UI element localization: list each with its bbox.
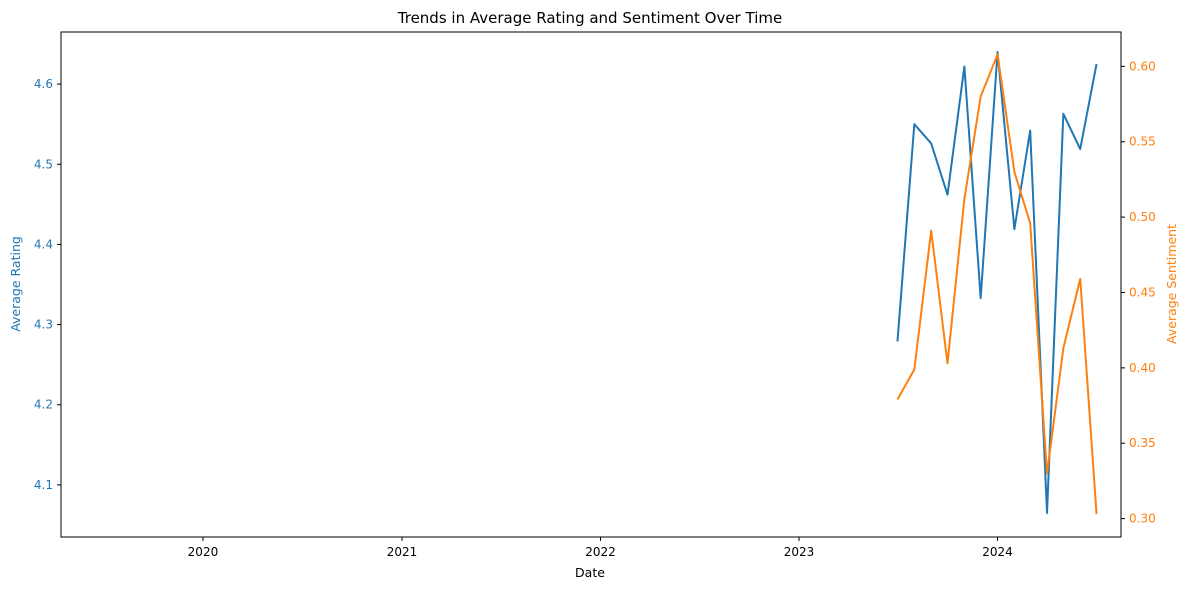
plot-frame xyxy=(60,31,1122,538)
plot-border xyxy=(60,31,1122,538)
y-axis-left-title: Average Rating xyxy=(8,236,23,332)
series-layer xyxy=(896,51,1098,515)
y-right-tick-label: 0.40 xyxy=(1129,361,1156,375)
y-left-tick-label: 4.5 xyxy=(34,157,53,171)
y-left-tick-label: 4.2 xyxy=(34,398,53,412)
y-right-tick-label: 0.60 xyxy=(1129,59,1156,73)
x-tick-label: 2020 xyxy=(188,545,219,559)
sentiment-series-line xyxy=(896,53,1098,515)
x-axis: 2020 2021 2022 2023 2024 xyxy=(188,537,1013,559)
x-axis-title: Date xyxy=(575,565,605,580)
y-axis-right-title: Average Sentiment xyxy=(1164,224,1179,344)
x-tick-label: 2023 xyxy=(784,545,815,559)
rating-series-line xyxy=(896,51,1098,514)
x-tick-label: 2024 xyxy=(982,545,1013,559)
y-right-tick-label: 0.45 xyxy=(1129,285,1156,299)
x-tick-label: 2021 xyxy=(387,545,418,559)
x-tick-label: 2022 xyxy=(585,545,616,559)
y-left-tick-label: 4.6 xyxy=(34,77,53,91)
y-right-tick-label: 0.50 xyxy=(1129,210,1156,224)
chart-title: Trends in Average Rating and Sentiment O… xyxy=(397,9,782,27)
y-left-tick-label: 4.4 xyxy=(34,237,53,251)
y-right-tick-label: 0.55 xyxy=(1129,135,1156,149)
y-left-tick-label: 4.1 xyxy=(34,478,53,492)
y-left-tick-label: 4.3 xyxy=(34,318,53,332)
y-right-tick-label: 0.35 xyxy=(1129,436,1156,450)
y-axis-right: 0.30 0.35 0.40 0.45 0.50 0.55 0.60 xyxy=(1121,59,1156,526)
y-right-tick-label: 0.30 xyxy=(1129,512,1156,526)
y-axis-left: 4.1 4.2 4.3 4.4 4.5 4.6 xyxy=(34,77,61,492)
